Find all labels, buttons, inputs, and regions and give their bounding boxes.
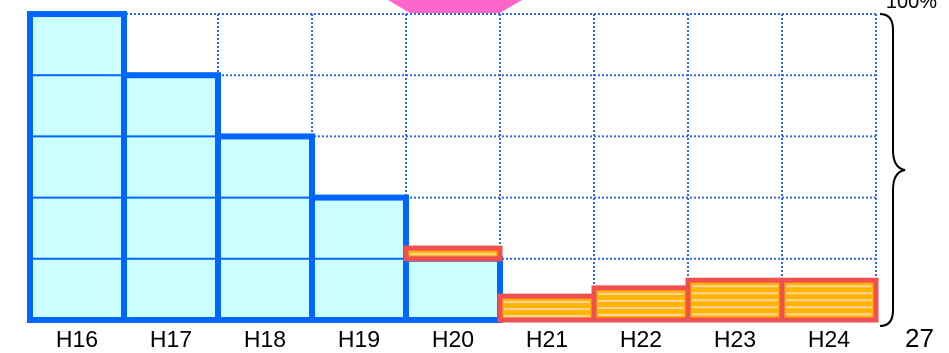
series-blue-bars (27, 11, 503, 324)
right-brace (879, 13, 906, 327)
x-tick-label: H24 (808, 326, 850, 352)
bar-blue-H18 (215, 133, 315, 323)
x-tick-label: H22 (620, 326, 662, 352)
top-right-label: 100% (886, 0, 937, 13)
x-tick-label: H19 (338, 326, 380, 352)
series-orange-bars (403, 245, 879, 323)
x-tick-label: H16 (56, 326, 98, 352)
x-tick-label: H18 (244, 326, 286, 352)
bar-blue-H20 (403, 255, 503, 323)
bar-blue-H16 (27, 11, 127, 323)
x-axis-ticks: H16 H17 H18 H19 H20 H21 H22 H23 H24 (56, 326, 850, 352)
x-tick-label: H21 (526, 326, 568, 352)
x-tick-label: H23 (714, 326, 756, 352)
bottom-right-label: 27 (905, 323, 934, 353)
x-tick-label: H17 (150, 326, 192, 352)
x-tick-label: H20 (432, 326, 474, 352)
top-pink-shape (388, 0, 522, 13)
